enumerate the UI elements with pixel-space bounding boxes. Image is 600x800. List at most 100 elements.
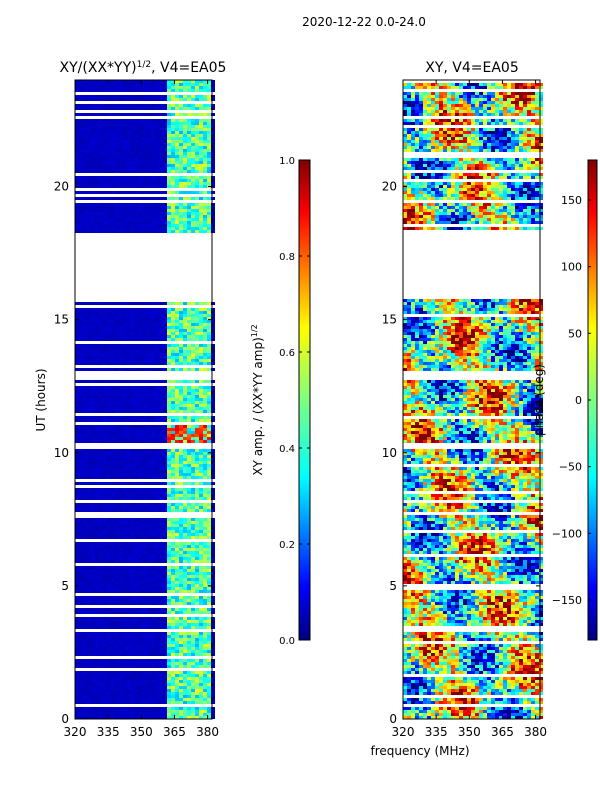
heat-cell	[75, 359, 79, 362]
heat-cell	[147, 149, 151, 152]
heat-cell	[175, 212, 179, 215]
heat-cell	[155, 167, 159, 170]
heat-cell	[195, 410, 199, 413]
heat-cell	[183, 491, 187, 494]
heat-cell	[187, 572, 191, 575]
heat-cell	[83, 86, 87, 89]
heat-cell	[111, 191, 115, 194]
heat-cell	[163, 464, 167, 467]
heat-cell	[103, 617, 107, 620]
heat-cell	[115, 152, 119, 155]
heat-cell	[131, 320, 135, 323]
heat-cell	[99, 626, 103, 629]
heat-cell	[115, 587, 119, 590]
heat-cell	[195, 467, 199, 470]
heat-cell	[103, 122, 107, 125]
heat-cell	[127, 635, 131, 638]
heat-cell	[151, 398, 155, 401]
heat-cell	[127, 170, 131, 173]
heat-cell	[155, 335, 159, 338]
heat-cell	[175, 551, 179, 554]
heat-cell	[191, 158, 195, 161]
heat-cell	[191, 611, 195, 614]
heat-cell	[191, 560, 195, 563]
heat-cell	[179, 440, 183, 443]
heat-cell	[75, 428, 79, 431]
heat-cell	[107, 86, 111, 89]
heat-cell	[163, 203, 167, 206]
heat-cell	[179, 617, 183, 620]
heat-cell	[111, 536, 115, 539]
heat-cell	[211, 104, 215, 107]
heat-cell	[91, 503, 95, 506]
heat-cell	[151, 83, 155, 86]
heat-cell	[191, 308, 195, 311]
heat-cell	[171, 440, 175, 443]
heat-cell	[199, 530, 203, 533]
heat-cell	[175, 521, 179, 524]
heat-cell	[147, 230, 151, 233]
heat-cell	[79, 554, 83, 557]
heat-cell	[167, 611, 171, 614]
heat-cell	[159, 311, 163, 314]
heat-cell	[151, 368, 155, 371]
heat-cell	[123, 347, 127, 350]
heat-cell	[211, 470, 215, 473]
heat-cell	[139, 227, 143, 230]
heat-cell	[111, 530, 115, 533]
heat-cell	[179, 425, 183, 428]
heat-cell	[199, 329, 203, 332]
heat-cell	[187, 578, 191, 581]
heat-cell	[151, 425, 155, 428]
heat-cell	[95, 416, 99, 419]
heat-cell	[131, 530, 135, 533]
heat-cell	[207, 344, 211, 347]
heat-cell	[115, 212, 119, 215]
heat-cell	[147, 506, 151, 509]
heat-cell	[95, 170, 99, 173]
heat-cell	[75, 464, 79, 467]
heat-cell	[207, 182, 211, 185]
heat-cell	[179, 494, 183, 497]
heat-cell	[95, 551, 99, 554]
heat-cell	[183, 434, 187, 437]
heat-cell	[87, 203, 91, 206]
heat-cell	[171, 632, 175, 635]
heat-cell	[119, 206, 123, 209]
heat-cell	[91, 617, 95, 620]
heat-cell	[135, 503, 139, 506]
heat-cell	[131, 182, 135, 185]
heat-cell	[139, 440, 143, 443]
heat-cell	[111, 473, 115, 476]
heat-cell	[171, 557, 175, 560]
heat-cell	[79, 458, 83, 461]
heat-cell	[127, 83, 131, 86]
heat-cell	[95, 635, 99, 638]
heat-cell	[167, 431, 171, 434]
heat-cell	[199, 107, 203, 110]
heat-cell	[91, 380, 95, 383]
heat-cell	[191, 362, 195, 365]
heat-cell	[91, 122, 95, 125]
heat-cell	[207, 434, 211, 437]
heat-cell	[99, 554, 103, 557]
heat-cell	[127, 158, 131, 161]
heat-cell	[131, 215, 135, 218]
heat-cell	[179, 137, 183, 140]
heat-cell	[147, 611, 151, 614]
heat-cell	[147, 221, 151, 224]
heat-cell	[139, 209, 143, 212]
heat-cell	[103, 416, 107, 419]
heat-cell	[99, 347, 103, 350]
heat-row	[75, 278, 212, 281]
data-gap	[75, 116, 212, 119]
heat-cell	[163, 440, 167, 443]
heat-cell	[155, 314, 159, 317]
heat-cell	[123, 128, 127, 131]
heat-row	[75, 257, 212, 260]
heat-cell	[195, 128, 199, 131]
heat-cell	[155, 350, 159, 353]
heat-cell	[131, 191, 135, 194]
heat-cell	[99, 428, 103, 431]
heat-row	[75, 308, 215, 311]
